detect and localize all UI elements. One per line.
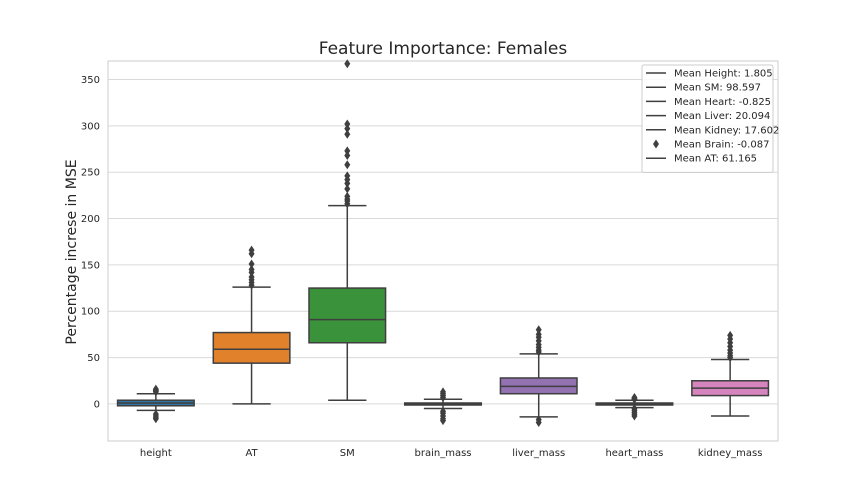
y-axis-label: Percentage increse in MSE — [64, 159, 80, 344]
x-tick-label: AT — [245, 448, 258, 459]
box-body — [213, 333, 290, 364]
y-tick-label: 0 — [94, 399, 100, 410]
x-tick-label: liver_mass — [512, 448, 565, 459]
box-kidney-mass — [692, 331, 769, 416]
outlier-point — [344, 160, 350, 169]
x-tick-label: brain_mass — [415, 448, 472, 459]
y-tick-label: 150 — [81, 260, 100, 271]
legend-label: Mean Heart: -0.825 — [674, 97, 771, 108]
legend-label: Mean SM: 98.597 — [674, 83, 761, 94]
legend-label: Mean Brain: -0.087 — [674, 140, 769, 151]
legend-label: Mean Kidney: 17.602 — [674, 125, 779, 136]
y-tick-label: 200 — [81, 214, 100, 225]
outlier-point — [536, 325, 542, 334]
y-tick-label: 100 — [81, 307, 100, 318]
box-SM — [309, 59, 386, 400]
y-tick-label: 50 — [87, 353, 100, 364]
box-body — [309, 288, 386, 343]
x-tick-label: height — [140, 448, 172, 459]
legend-label: Mean Height: 1.805 — [674, 69, 773, 80]
box-brain-mass — [405, 387, 482, 425]
x-tick-label: SM — [340, 448, 355, 459]
legend-label: Mean AT: 61.165 — [674, 154, 757, 165]
outlier-point — [249, 259, 255, 268]
x-tick-label: heart_mass — [605, 448, 663, 459]
y-tick-label: 350 — [81, 75, 100, 86]
y-tick-label: 300 — [81, 121, 100, 132]
x-tick-label: kidney_mass — [698, 448, 763, 459]
box-height — [118, 385, 195, 424]
outlier-point — [344, 120, 350, 129]
legend: Mean Height: 1.805 Mean SM: 98.597 Mean He… — [642, 65, 779, 172]
chart-title: Feature Importance: Females — [319, 39, 568, 59]
y-tick-label: 250 — [81, 168, 100, 179]
box-liver-mass — [500, 325, 577, 427]
legend-label: Mean Liver: 20.094 — [674, 111, 770, 122]
outlier-point — [344, 146, 350, 155]
box-heart-mass — [596, 393, 673, 421]
box-AT — [213, 246, 290, 404]
